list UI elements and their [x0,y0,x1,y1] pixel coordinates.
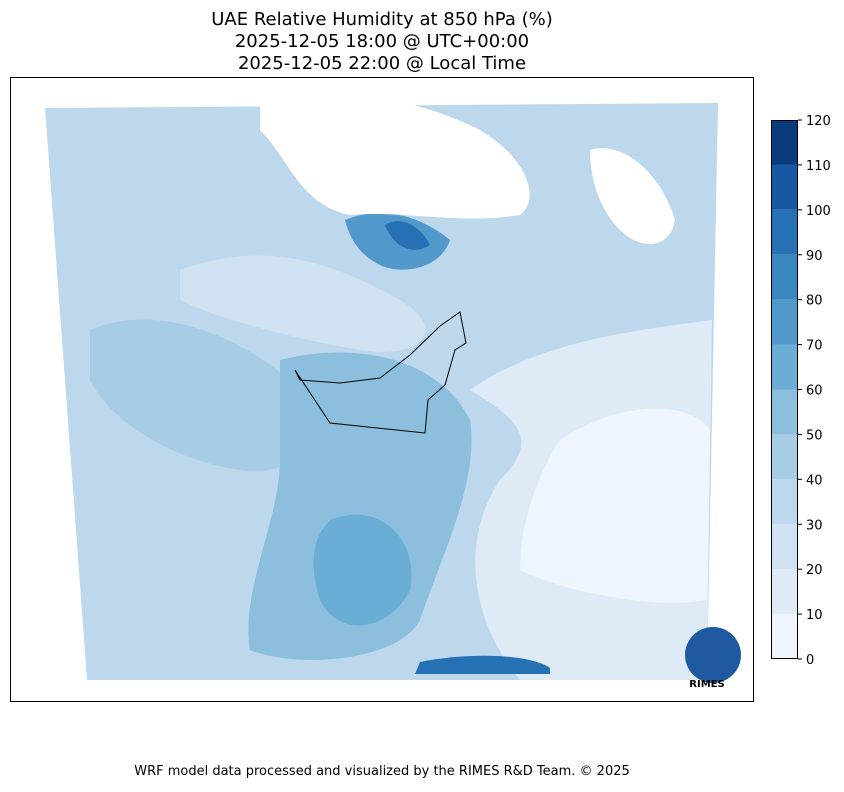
colorbar-tick-label: 70 [806,339,823,354]
colorbar-tick-label: 10 [806,608,823,623]
colorbar-band [771,164,798,210]
title: UAE Relative Humidity at 850 hPa (%) 202… [211,9,552,74]
logo-mark [685,627,741,683]
uae-boundary [294,311,467,434]
logo-text: RIMES [689,679,724,690]
colorbar-band [771,209,798,255]
colorbar-band [771,434,798,480]
colorbar-tick-label: 80 [806,294,823,309]
field-region [415,655,550,674]
title-line: UAE Relative Humidity at 850 hPa (%) [211,9,552,30]
colorbar-band [771,120,798,165]
colorbar-tick-label: 0 [806,653,814,668]
masked-area [260,98,530,219]
colorbar-band [771,389,798,435]
field-region [385,221,430,250]
colorbar-tick-label: 110 [806,159,831,174]
colorbar-tick-label: 20 [806,563,823,578]
title-line: 2025-12-05 18:00 @ UTC+00:00 [235,31,529,52]
colorbar-band [771,299,798,345]
colorbar-frame [771,120,798,659]
colorbar-band [771,344,798,390]
colorbar-tick-label: 30 [806,518,823,533]
colorbar-tick-label: 60 [806,384,823,399]
colorbar-tick-label: 40 [806,473,823,488]
colorbar-tick-label: 120 [806,114,831,129]
field-region [248,352,472,660]
colorbar-band [771,614,798,659]
colorbar-tick-label: 90 [806,249,823,264]
field-region [90,319,312,472]
colorbar-band [771,254,798,300]
colorbar: 0 10 20 30 40 50 60 70 80 90 100 110 120 [771,114,831,668]
field-region [180,255,426,352]
colorbar-tick-label: 50 [806,428,823,443]
colorbar-band [771,569,798,615]
field-region [313,514,412,626]
colorbar-band [771,479,798,525]
footer: WRF model data processed and visualized … [134,764,630,779]
title-line: 2025-12-05 22:00 @ Local Time [238,53,526,74]
map-field: RIMES [45,98,741,690]
map-frame [10,77,754,702]
masked-area [590,148,675,244]
colorbar-tick-label: 100 [806,204,831,219]
field-region [520,408,710,603]
colorbar-band [771,524,798,570]
